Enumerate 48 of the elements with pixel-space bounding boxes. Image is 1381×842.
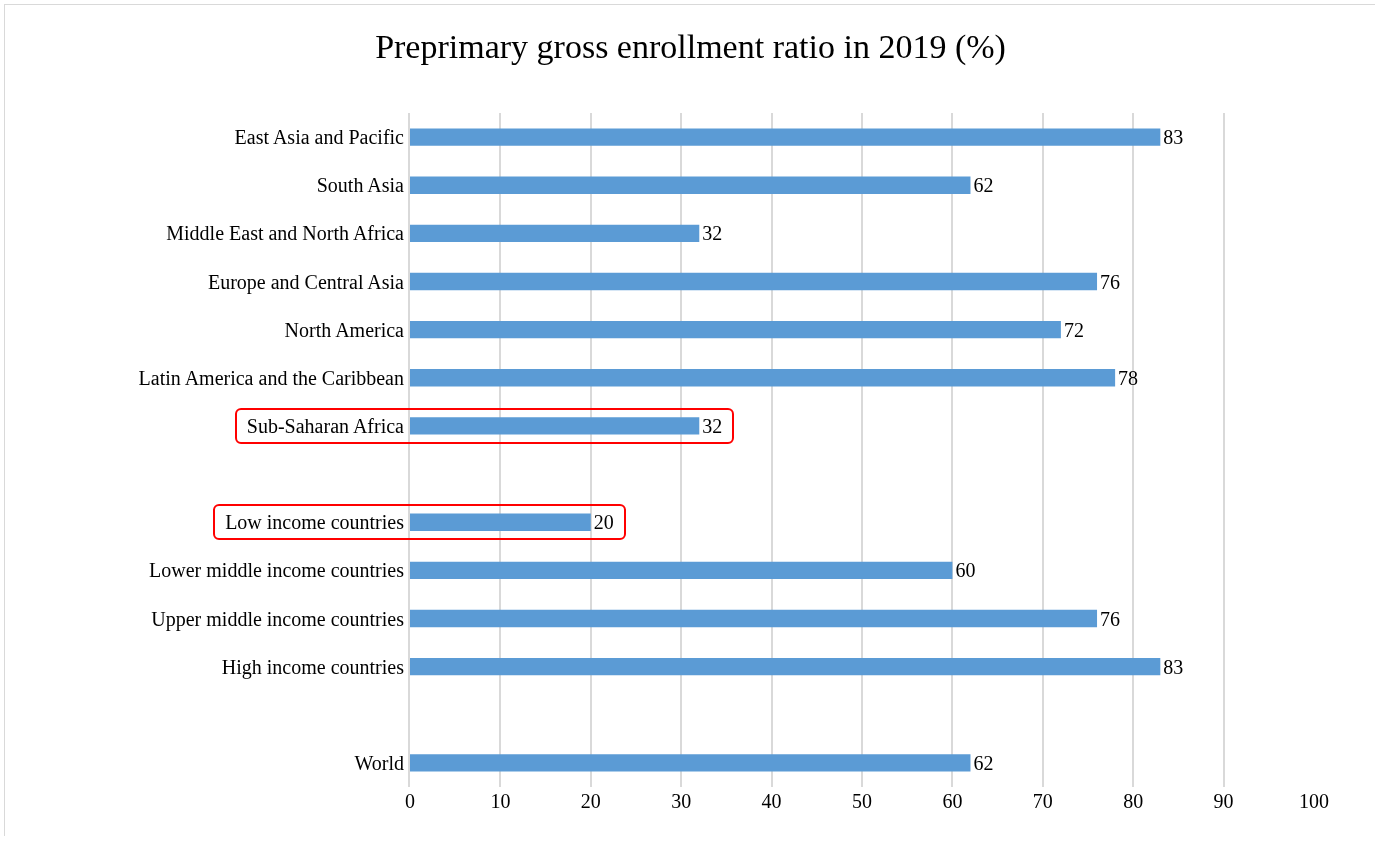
bar xyxy=(410,513,591,531)
bar xyxy=(410,176,971,194)
y-tick-label: Upper middle income countries xyxy=(151,607,405,631)
data-label: 76 xyxy=(1100,607,1121,630)
x-tick-label: 60 xyxy=(942,790,963,812)
bar xyxy=(410,272,1098,291)
bar xyxy=(410,369,1116,387)
bar xyxy=(410,417,700,435)
bar xyxy=(410,609,1098,628)
data-label: 76 xyxy=(1100,270,1121,293)
bar xyxy=(410,224,700,243)
y-tick-label: Sub-Saharan Africa xyxy=(246,414,405,437)
bar xyxy=(410,657,1161,676)
y-tick-label: East Asia and Pacific xyxy=(234,126,405,149)
x-tick-label: 10 xyxy=(490,790,511,812)
data-label: 78 xyxy=(1118,366,1139,389)
y-tick-label: World xyxy=(354,751,404,774)
data-label: 83 xyxy=(1163,126,1184,149)
data-label: 32 xyxy=(702,222,723,245)
data-label: 62 xyxy=(973,174,994,197)
x-tick-label: 90 xyxy=(1213,790,1234,812)
y-tick-label: High income countries xyxy=(221,655,405,679)
bar xyxy=(410,754,971,772)
bar xyxy=(410,561,953,580)
y-tick-label: Low income countries xyxy=(225,511,405,534)
y-tick-label: Latin America and the Caribbean xyxy=(138,366,404,389)
y-tick-label: North America xyxy=(284,318,405,341)
bar xyxy=(410,128,1161,146)
data-label: 72 xyxy=(1063,318,1084,341)
x-tick-label: 20 xyxy=(580,790,601,812)
data-label: 83 xyxy=(1163,655,1184,678)
bar xyxy=(410,320,1061,339)
chart-title: Preprimary gross enrollment ratio in 2019 (%) xyxy=(375,27,1006,66)
y-tick-label: South Asia xyxy=(316,174,405,197)
x-tick-label: 0 xyxy=(405,790,415,812)
y-tick-label: Europe and Central Asia xyxy=(207,270,405,294)
y-tick-label: Middle East and North Africa xyxy=(166,222,405,245)
x-tick-label: 30 xyxy=(671,790,692,812)
x-tick-label: 80 xyxy=(1123,790,1144,812)
data-label: 20 xyxy=(593,511,614,534)
data-label: 32 xyxy=(702,414,723,437)
x-tick-label: 70 xyxy=(1032,790,1053,812)
x-tick-label: 50 xyxy=(852,790,872,812)
data-label: 60 xyxy=(955,559,976,582)
x-tick-label: 40 xyxy=(761,790,782,812)
x-tick-label: 100 xyxy=(1299,790,1329,812)
y-tick-label: Lower middle income countries xyxy=(149,559,405,582)
data-label: 62 xyxy=(973,751,994,774)
